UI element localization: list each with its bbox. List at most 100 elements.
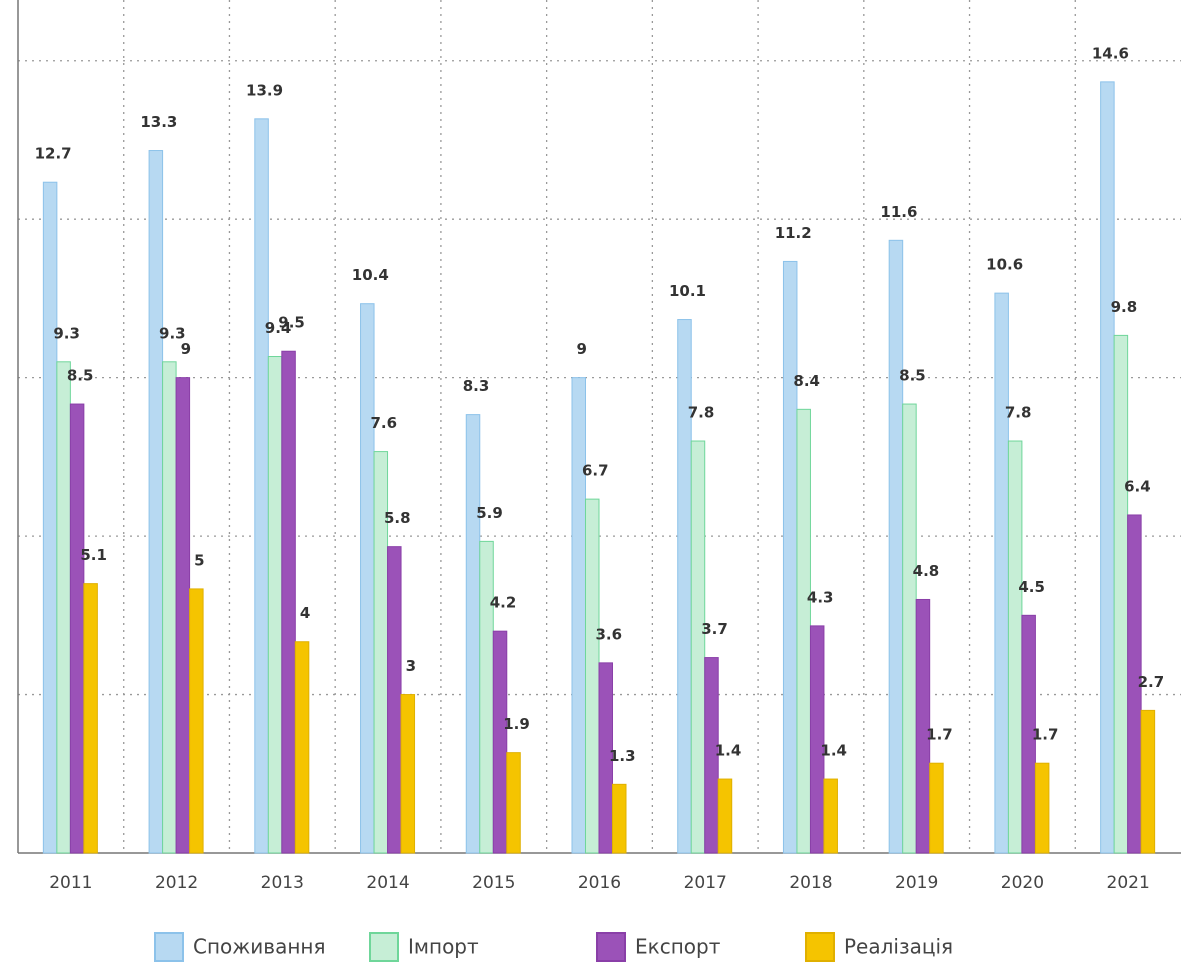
bar — [1034, 762, 1050, 854]
value-label: 2.7 — [1138, 673, 1165, 691]
value-label: 10.6 — [986, 256, 1023, 274]
bar — [254, 118, 269, 854]
bar — [1127, 514, 1142, 854]
bar — [42, 181, 58, 854]
legend-swatch — [154, 932, 184, 962]
value-label: 10.1 — [669, 282, 706, 300]
value-label: 7.8 — [688, 404, 715, 422]
value-label: 9.3 — [53, 324, 80, 342]
value-label: 9.3 — [159, 324, 186, 342]
bar — [809, 625, 825, 854]
bar — [677, 319, 692, 854]
bar — [994, 292, 1009, 854]
value-label: 4.3 — [807, 588, 834, 606]
x-tick-label: 2014 — [366, 873, 409, 893]
value-label: 4 — [300, 604, 310, 622]
x-tick-label: 2011 — [49, 873, 92, 893]
value-label: 8.4 — [793, 372, 820, 390]
bar — [902, 403, 917, 854]
bar — [83, 583, 98, 854]
value-label: 5 — [194, 551, 204, 569]
value-label: 1.7 — [926, 726, 953, 744]
value-label: 14.6 — [1092, 44, 1129, 62]
x-tick-label: 2017 — [684, 873, 727, 893]
legend-label: Імпорт — [408, 935, 479, 959]
bar — [162, 361, 177, 854]
value-label: 10.4 — [352, 266, 389, 284]
bar — [387, 546, 402, 854]
value-label: 11.2 — [775, 224, 812, 242]
value-label: 5.9 — [476, 504, 503, 522]
bar — [915, 598, 931, 854]
value-label: 1.4 — [715, 742, 742, 760]
bar — [1007, 440, 1023, 854]
bar — [690, 440, 706, 854]
bar — [598, 662, 613, 854]
value-label: 6.4 — [1124, 477, 1151, 495]
value-label: 6.7 — [582, 462, 609, 480]
bar — [1100, 81, 1115, 854]
value-label: 13.3 — [140, 113, 177, 131]
value-label: 8.5 — [899, 367, 926, 385]
value-label: 4.8 — [913, 562, 940, 580]
bar — [782, 260, 798, 854]
bar — [69, 403, 85, 854]
bar — [492, 630, 508, 854]
value-label: 9.4 — [265, 319, 292, 337]
value-label: 3.7 — [701, 620, 728, 638]
bar — [148, 150, 164, 854]
value-label: 4.5 — [1018, 578, 1045, 596]
value-label: 1.9 — [503, 715, 530, 733]
bar — [465, 414, 481, 854]
bar — [929, 762, 944, 854]
legend-swatch — [369, 932, 399, 962]
bar — [1021, 614, 1036, 854]
bar — [189, 588, 204, 854]
bar — [175, 377, 191, 854]
value-label: 11.6 — [880, 203, 917, 221]
bar — [704, 657, 719, 854]
bar — [612, 783, 627, 854]
value-label: 3 — [406, 657, 416, 675]
legend-swatch — [596, 932, 626, 962]
x-tick-label: 2013 — [261, 873, 304, 893]
legend-swatch — [805, 932, 835, 962]
value-label: 1.7 — [1032, 726, 1059, 744]
x-tick-label: 2019 — [895, 873, 938, 893]
value-label: 4.2 — [490, 594, 517, 612]
value-label: 9.5 — [278, 314, 305, 332]
legend-label: Споживання — [193, 935, 326, 959]
value-label: 9.8 — [1111, 298, 1138, 316]
bar — [585, 498, 600, 854]
value-label: 12.7 — [35, 145, 72, 163]
value-label: 5.1 — [80, 546, 107, 564]
value-label: 9 — [577, 340, 587, 358]
bar — [267, 356, 283, 854]
value-label: 1.4 — [820, 742, 847, 760]
value-label: 7.8 — [1005, 404, 1032, 422]
value-label: 8.3 — [463, 377, 490, 395]
bar — [571, 377, 586, 854]
value-label: 3.6 — [595, 625, 622, 643]
bar — [1140, 709, 1156, 854]
bar — [281, 350, 296, 854]
bar — [796, 408, 811, 854]
x-tick-label: 2018 — [789, 873, 832, 893]
bar — [479, 540, 494, 854]
x-tick-label: 2012 — [155, 873, 198, 893]
bar — [823, 778, 838, 854]
x-tick-label: 2020 — [1001, 873, 1044, 893]
value-label: 1.3 — [609, 747, 636, 765]
x-tick-label: 2021 — [1107, 873, 1150, 893]
value-label: 9 — [181, 340, 191, 358]
legend-label: Експорт — [635, 935, 721, 959]
bar — [506, 752, 521, 854]
bar — [56, 361, 71, 854]
value-label: 7.6 — [371, 414, 398, 432]
value-label: 8.5 — [67, 367, 94, 385]
legend-label: Реалізація — [844, 935, 953, 959]
bar — [294, 641, 310, 854]
x-tick-label: 2016 — [578, 873, 621, 893]
bar — [717, 778, 733, 854]
